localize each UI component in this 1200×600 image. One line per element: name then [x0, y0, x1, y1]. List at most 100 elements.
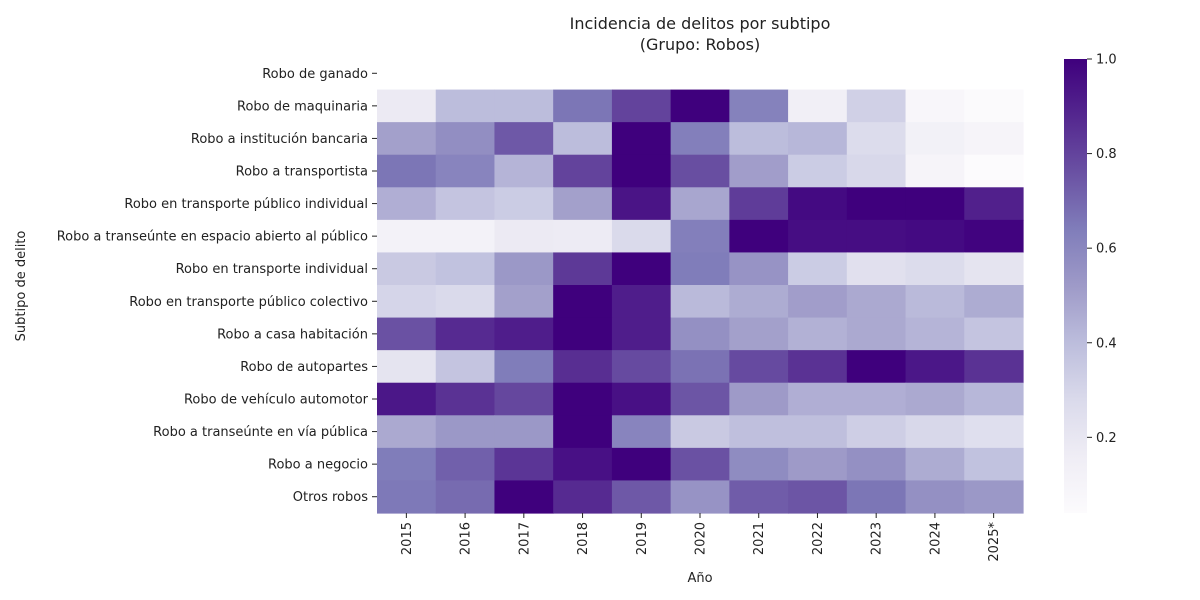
- heatmap-cell: [788, 122, 848, 156]
- heatmap-cell: [435, 154, 496, 188]
- x-tick-label: 2017: [517, 522, 532, 555]
- heatmap-cell: [494, 122, 554, 156]
- heatmap-cell: [377, 317, 437, 351]
- heatmap-cell: [435, 382, 496, 416]
- heatmap-cell: [964, 252, 1024, 286]
- heatmap-cell: [553, 350, 613, 384]
- heatmap-cell: [788, 480, 848, 514]
- heatmap-cell: [553, 122, 613, 156]
- heatmap-cell: [788, 219, 848, 254]
- heatmap-cell: [670, 89, 730, 123]
- heatmap-cell: [729, 447, 789, 482]
- heatmap-cell: [905, 480, 965, 514]
- heatmap-cell: [670, 122, 730, 156]
- x-tick-label: 2021: [752, 522, 767, 555]
- heatmap-cell: [846, 154, 907, 188]
- heatmap-cell: [494, 154, 554, 188]
- colorbar-tick-label: 0.6: [1096, 242, 1117, 257]
- heatmap-cell: [494, 447, 554, 482]
- y-axis-ticks: Robo de ganado Robo de maquinaria Robo a i…: [57, 67, 377, 505]
- heatmap-cell: [377, 154, 437, 188]
- heatmap-cell: [964, 317, 1024, 351]
- heatmap-cell: [964, 122, 1024, 156]
- x-tick-label: 2015: [400, 522, 415, 555]
- heatmap-cell: [553, 285, 613, 319]
- heatmap-cell: [964, 447, 1024, 482]
- heatmap-cell: [729, 154, 789, 188]
- heatmap-cell: [611, 252, 672, 286]
- heatmap-cell: [670, 219, 730, 254]
- heatmap-cell: [435, 447, 496, 482]
- heatmap-cell: [964, 285, 1024, 319]
- x-tick-label: 2018: [576, 522, 591, 555]
- heatmap-cell: [435, 252, 496, 286]
- heatmap-cell: [435, 187, 496, 221]
- heatmap-cell: [905, 447, 965, 482]
- heatmap-cell: [377, 252, 437, 286]
- x-axis-ticks: 2015 2016 2017 2018 2019 2020 2021 2022 2023 2024…: [400, 513, 1002, 562]
- heatmap-cell: [377, 447, 437, 482]
- heatmap-cell: [670, 480, 730, 514]
- heatmap-cell: [729, 415, 789, 449]
- heatmap-cell: [435, 219, 496, 254]
- heatmap-cell: [553, 382, 613, 416]
- heatmap-cell: [611, 382, 672, 416]
- heatmap-cell: [905, 317, 965, 351]
- heatmap-cell: [729, 219, 789, 254]
- heatmap-cell: [670, 350, 730, 384]
- y-tick-label: Robo a transeúnte en espacio abierto al …: [57, 230, 368, 245]
- heatmap-cell: [670, 317, 730, 351]
- heatmap-cell: [377, 350, 437, 384]
- y-tick-label: Robo a transportista: [236, 165, 368, 180]
- heatmap-cell: [846, 219, 907, 254]
- heatmap-cell: [670, 415, 730, 449]
- heatmap-cells: [377, 89, 1024, 514]
- heatmap-cell: [611, 219, 672, 254]
- colorbar-tick-label: 0.2: [1096, 431, 1117, 446]
- heatmap-cell: [494, 89, 554, 123]
- heatmap-cell: [846, 350, 907, 384]
- colorbar-gradient: [1064, 59, 1087, 513]
- heatmap-cell: [788, 154, 848, 188]
- heatmap-cell: [964, 89, 1024, 123]
- heatmap-cell: [611, 350, 672, 384]
- heatmap-cell: [729, 187, 789, 221]
- heatmap-cell: [729, 382, 789, 416]
- y-tick-label: Robo de vehículo automotor: [184, 393, 369, 408]
- heatmap-cell: [377, 415, 437, 449]
- heatmap-cell: [611, 447, 672, 482]
- heatmap-cell: [670, 447, 730, 482]
- heatmap-cell: [905, 122, 965, 156]
- heatmap-cell: [377, 122, 437, 156]
- heatmap-cell: [377, 285, 437, 319]
- heatmap-cell: [905, 187, 965, 221]
- y-tick-label: Robo a negocio: [268, 458, 368, 473]
- y-tick-label: Robo de autopartes: [240, 360, 368, 375]
- heatmap-cell: [553, 89, 613, 123]
- heatmap-cell: [729, 317, 789, 351]
- heatmap-cell: [494, 350, 554, 384]
- heatmap-cell: [964, 382, 1024, 416]
- heatmap-cell: [788, 447, 848, 482]
- colorbar-tick-label: 0.4: [1096, 336, 1117, 351]
- heatmap-cell: [377, 219, 437, 254]
- heatmap-cell: [788, 187, 848, 221]
- heatmap-cell: [846, 89, 907, 123]
- y-tick-label: Robo de ganado: [262, 67, 368, 82]
- x-tick-label: 2020: [694, 522, 709, 555]
- heatmap-cell: [846, 252, 907, 286]
- heatmap-cell: [964, 154, 1024, 188]
- heatmap-cell: [553, 480, 613, 514]
- heatmap-cell: [670, 252, 730, 286]
- heatmap-cell: [553, 154, 613, 188]
- heatmap-cell: [611, 317, 672, 351]
- heatmap-cell: [377, 382, 437, 416]
- heatmap-cell: [611, 480, 672, 514]
- heatmap-cell: [964, 219, 1024, 254]
- x-tick-label: 2022: [811, 522, 826, 555]
- heatmap-cell: [611, 415, 672, 449]
- heatmap-cell: [905, 89, 965, 123]
- heatmap-cell: [377, 480, 437, 514]
- heatmap-cell: [553, 187, 613, 221]
